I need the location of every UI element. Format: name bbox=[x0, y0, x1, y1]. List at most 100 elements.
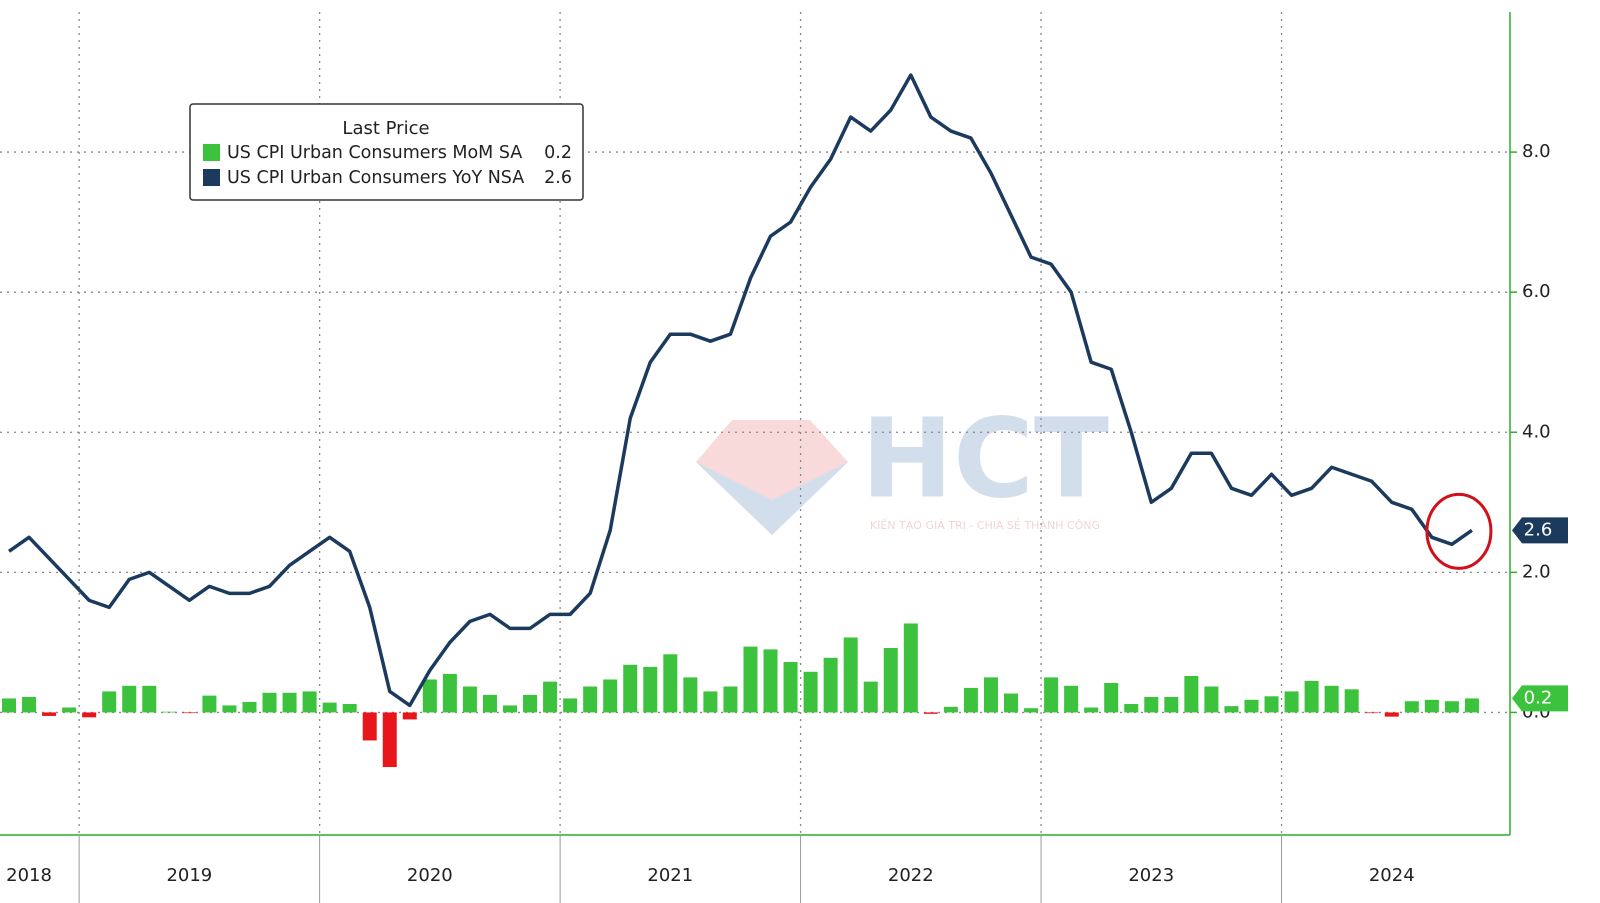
bar bbox=[162, 711, 177, 713]
last-value-tag bbox=[1512, 685, 1568, 712]
bar bbox=[462, 686, 477, 713]
bar bbox=[202, 695, 217, 713]
bar bbox=[422, 679, 437, 713]
x-tick-label: 2018 bbox=[6, 865, 52, 886]
bar bbox=[1104, 683, 1119, 713]
bar bbox=[1184, 676, 1199, 713]
x-tick-label: 2022 bbox=[888, 865, 934, 886]
bar bbox=[222, 705, 237, 713]
bar bbox=[843, 637, 858, 713]
watermark-title: HCT bbox=[861, 394, 1109, 522]
bar bbox=[783, 661, 798, 713]
x-tick-label: 2021 bbox=[647, 865, 693, 886]
bar bbox=[442, 673, 457, 713]
bar bbox=[1344, 689, 1359, 713]
bar bbox=[663, 654, 678, 713]
bar bbox=[1264, 696, 1279, 713]
bar bbox=[1464, 698, 1479, 713]
bar bbox=[282, 692, 297, 713]
bar bbox=[1124, 704, 1139, 713]
bar bbox=[302, 691, 317, 713]
bar bbox=[503, 705, 517, 713]
bar bbox=[683, 677, 698, 713]
bar bbox=[402, 712, 417, 720]
bar bbox=[1044, 677, 1059, 713]
bar bbox=[1204, 686, 1219, 713]
last-value-label: 2.6 bbox=[1524, 519, 1553, 540]
bar bbox=[1164, 697, 1179, 713]
bar bbox=[923, 712, 938, 714]
bar bbox=[342, 704, 357, 713]
y-tick-label: 8.0 bbox=[1522, 141, 1551, 162]
legend: Last Price US CPI Urban Consumers MoM SA 0… bbox=[189, 103, 584, 201]
bar bbox=[362, 712, 377, 741]
bar bbox=[1364, 712, 1379, 714]
bar bbox=[102, 691, 117, 713]
watermark-logo bbox=[696, 420, 848, 535]
bar bbox=[1304, 680, 1319, 713]
watermark-logo bbox=[696, 462, 848, 535]
bar bbox=[242, 701, 257, 713]
legend-label: US CPI Urban Consumers MoM SA bbox=[227, 143, 522, 163]
legend-value: 0.2 bbox=[544, 143, 572, 163]
legend-swatch bbox=[203, 169, 220, 186]
bar bbox=[1444, 701, 1459, 713]
bar bbox=[883, 647, 898, 713]
bar bbox=[382, 712, 397, 768]
bar bbox=[482, 694, 497, 713]
bar bbox=[1384, 712, 1399, 717]
bar bbox=[22, 697, 37, 713]
bar bbox=[1064, 685, 1079, 713]
bar bbox=[603, 679, 618, 713]
bar bbox=[963, 687, 978, 713]
bar bbox=[903, 623, 918, 713]
highlight-circle bbox=[1425, 492, 1493, 570]
bar bbox=[1224, 706, 1239, 713]
legend-title: Last Price bbox=[342, 118, 429, 139]
bar bbox=[42, 712, 57, 716]
y-tick-label: 4.0 bbox=[1522, 421, 1551, 442]
legend-box bbox=[189, 103, 584, 201]
x-tick-label: 2019 bbox=[166, 865, 212, 886]
bar bbox=[723, 686, 738, 713]
x-tick-label: 2023 bbox=[1128, 865, 1174, 886]
bar bbox=[643, 666, 658, 713]
bar bbox=[1424, 699, 1439, 713]
line bbox=[7, 73, 1473, 708]
bar bbox=[1284, 691, 1299, 713]
x-tick-label: 2024 bbox=[1369, 865, 1415, 886]
x-tick-label: 2020 bbox=[407, 865, 453, 886]
bar bbox=[943, 706, 958, 713]
y-tick-label: 2.0 bbox=[1522, 561, 1551, 582]
bar bbox=[262, 692, 277, 713]
bar bbox=[322, 702, 337, 713]
legend-swatch bbox=[203, 144, 220, 161]
bar bbox=[703, 691, 718, 713]
watermark: HCT KIẾN TẠO GIÁ TRỊ - CHIA SẺ THÀNH CÔN… bbox=[696, 394, 1109, 535]
bar bbox=[1004, 693, 1018, 713]
bar bbox=[1084, 707, 1099, 713]
bar bbox=[743, 646, 758, 713]
bar bbox=[583, 686, 598, 713]
bar bbox=[543, 681, 558, 713]
bar bbox=[62, 707, 77, 713]
bar bbox=[763, 649, 778, 713]
bar bbox=[623, 664, 638, 713]
bar bbox=[82, 712, 97, 718]
bar bbox=[1404, 701, 1419, 713]
watermark-subtitle: KIẾN TẠO GIÁ TRỊ - CHIA SẺ THÀNH CÔNG bbox=[870, 518, 1100, 532]
bar bbox=[563, 698, 578, 713]
bar bbox=[182, 712, 197, 714]
bar bbox=[863, 681, 878, 713]
bar bbox=[142, 685, 157, 713]
last-value-tag bbox=[1512, 517, 1568, 544]
bar bbox=[2, 698, 16, 713]
bar bbox=[1324, 685, 1339, 713]
last-value-label: 0.2 bbox=[1524, 687, 1553, 708]
bar bbox=[1244, 699, 1259, 713]
legend-value: 2.6 bbox=[544, 168, 572, 188]
bar bbox=[122, 685, 137, 713]
bar bbox=[1144, 697, 1159, 713]
